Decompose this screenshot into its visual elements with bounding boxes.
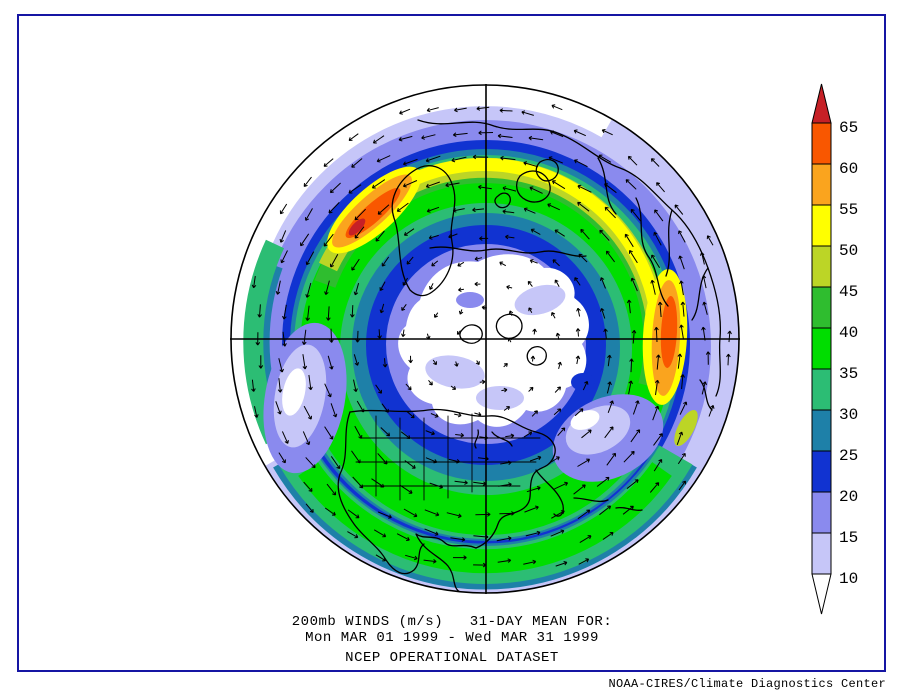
- crosshair-lines: [230, 84, 740, 594]
- map-outline: [230, 84, 740, 594]
- contour-fills: [231, 85, 739, 593]
- svg-text:40: 40: [839, 324, 858, 342]
- wind-vectors: [251, 104, 732, 568]
- caption-line-2: Mon MAR 01 1999 - Wed MAR 31 1999: [305, 630, 599, 646]
- caption-line-3: NCEP OPERATIONAL DATASET: [345, 650, 559, 666]
- caption-line-1: 200mb WINDS (m/s) 31-DAY MEAN FOR:: [291, 614, 613, 630]
- svg-text:60: 60: [839, 160, 858, 178]
- svg-text:65: 65: [839, 119, 858, 137]
- svg-text:55: 55: [839, 201, 858, 219]
- svg-text:30: 30: [839, 406, 858, 424]
- svg-text:10: 10: [839, 570, 858, 588]
- svg-text:20: 20: [839, 488, 858, 506]
- svg-text:50: 50: [839, 242, 858, 260]
- svg-text:25: 25: [839, 447, 858, 465]
- credit-text: NOAA-CIRES/Climate Diagnostics Center: [608, 677, 886, 691]
- svg-text:45: 45: [839, 283, 858, 301]
- svg-text:35: 35: [839, 365, 858, 383]
- colorbar: 65 60 55 50 45 40 35 30 25 20 15 10: [811, 83, 858, 615]
- svg-text:15: 15: [839, 529, 858, 547]
- us-state-borders: [355, 413, 541, 501]
